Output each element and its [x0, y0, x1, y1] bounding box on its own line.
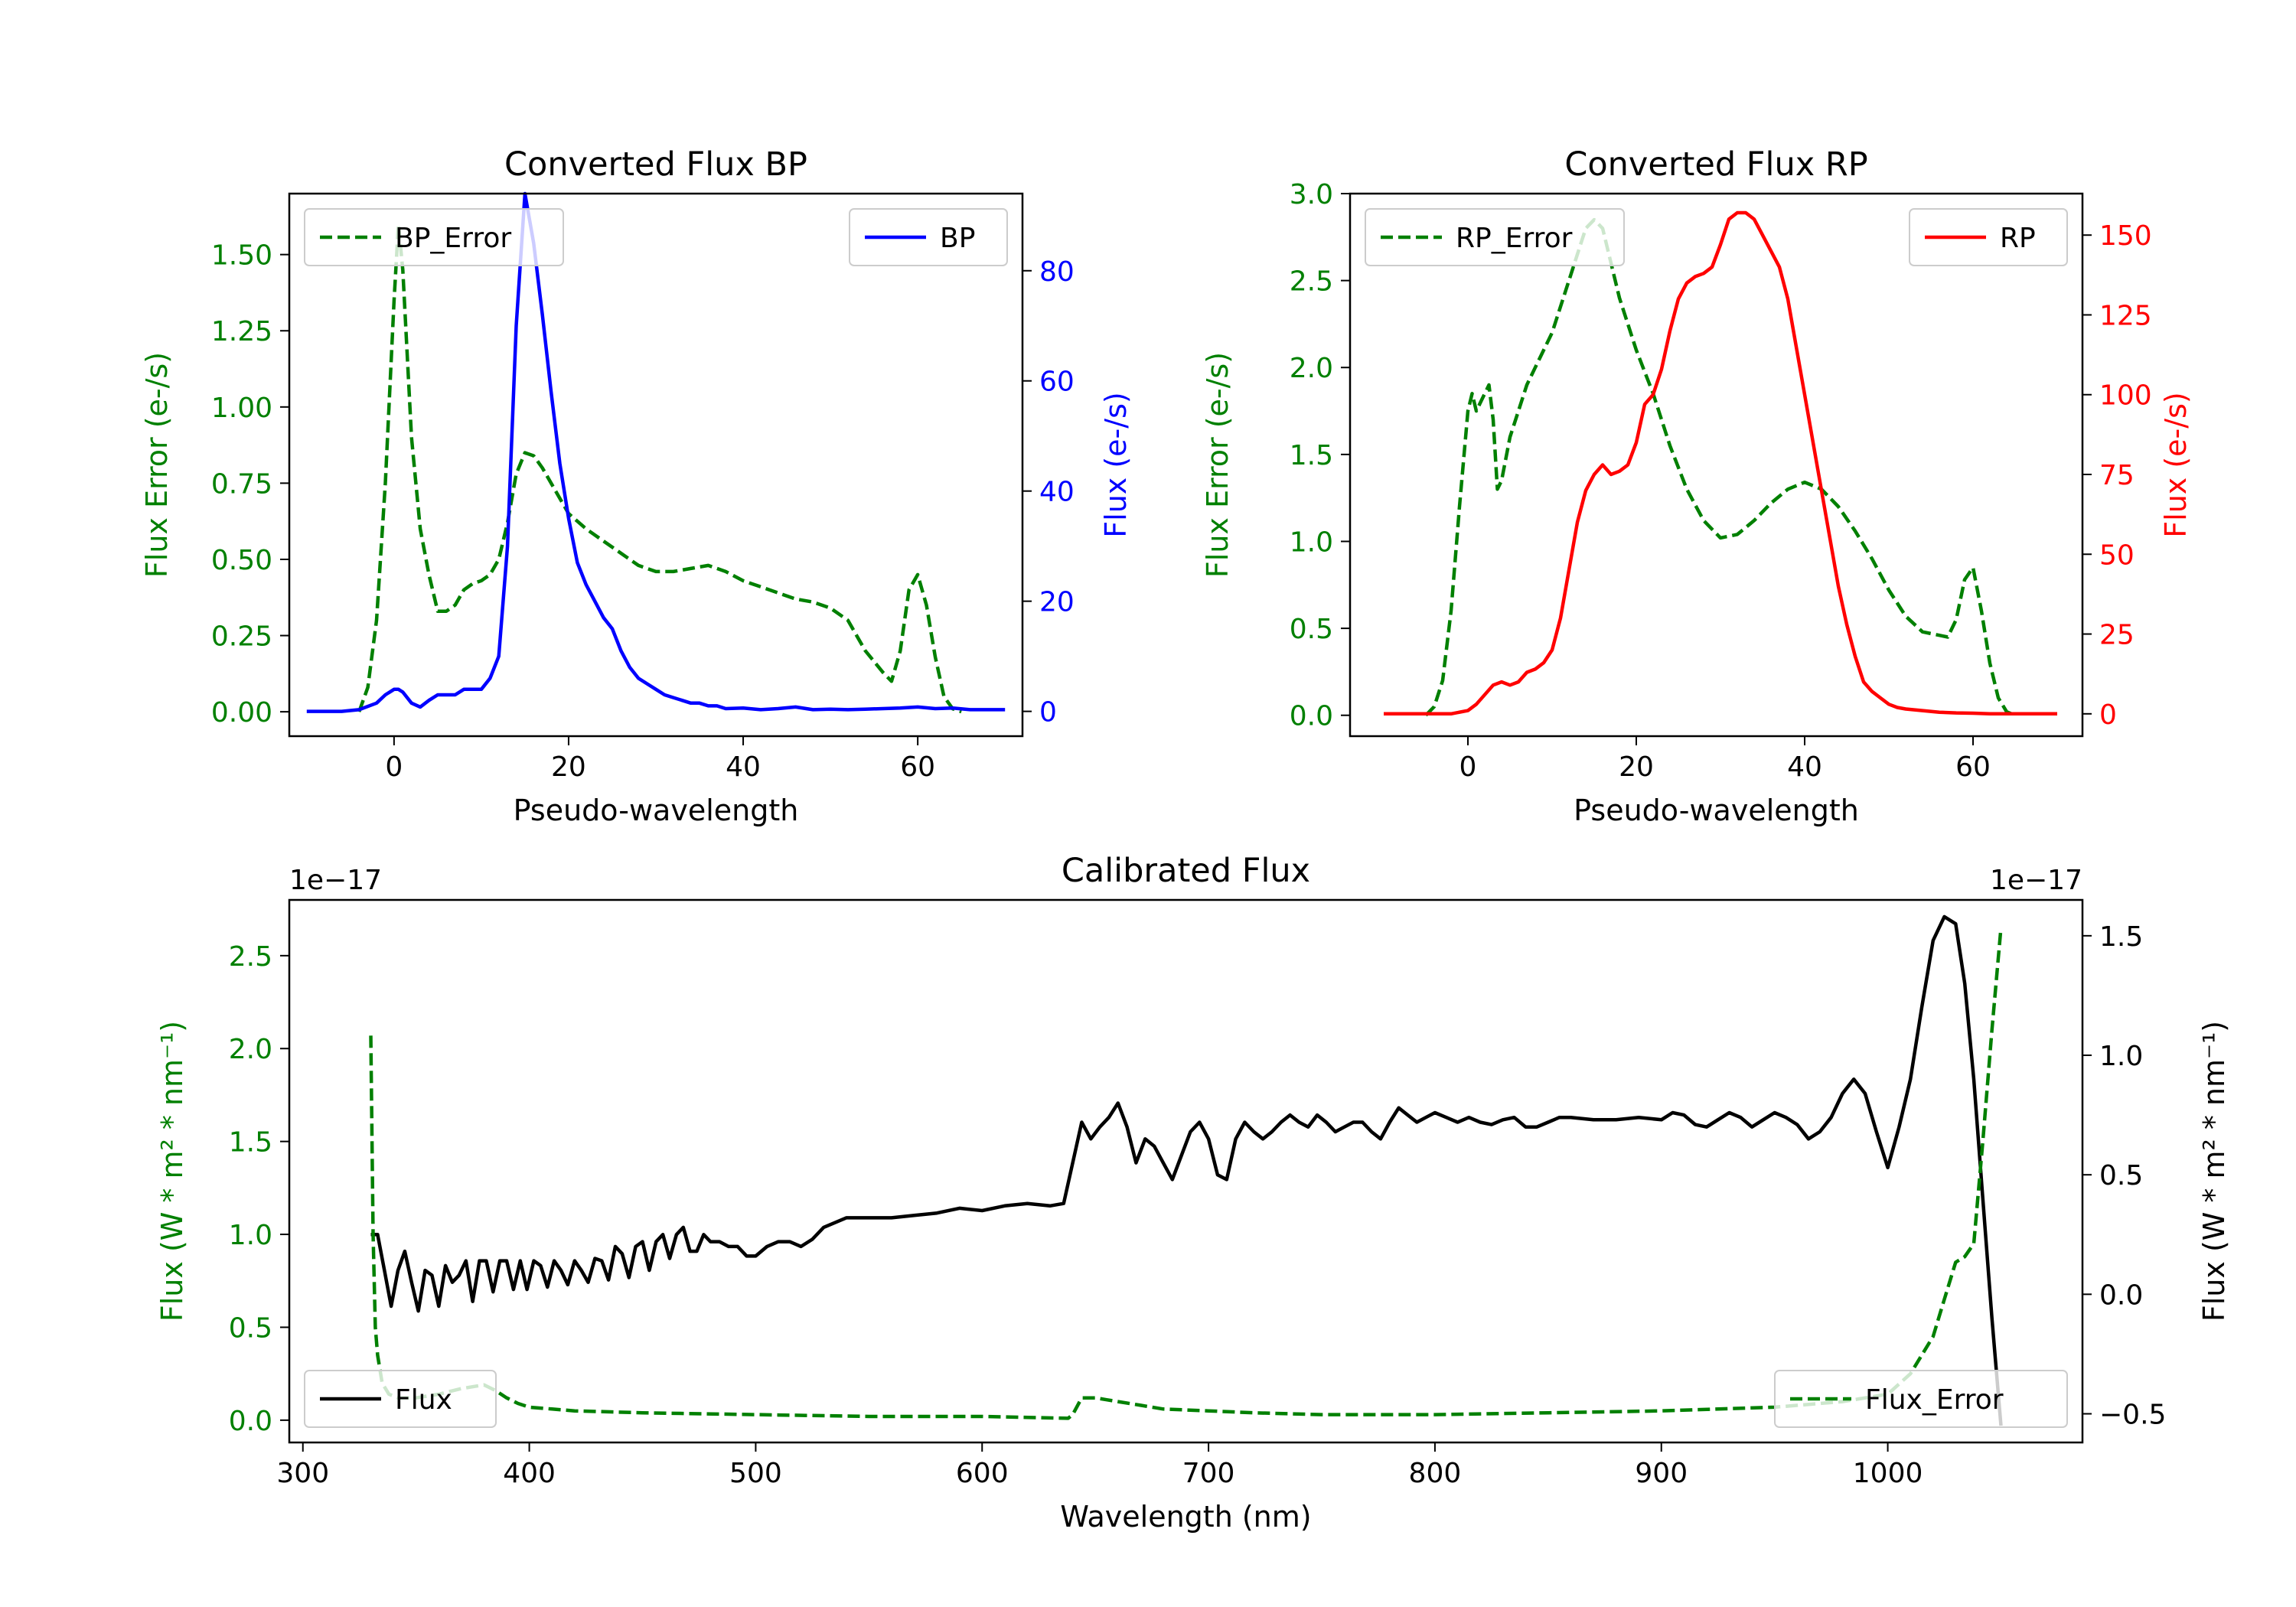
y-left-tick-label: 1.0 — [229, 1220, 272, 1251]
y-left-tick-label: 1.25 — [211, 316, 272, 347]
legend-label: Flux — [395, 1384, 452, 1416]
y-right-axis-label: Flux (e-/s) — [2159, 392, 2193, 537]
y-right-tick-label: 80 — [1039, 256, 1075, 288]
y-right-tick-label: 50 — [2099, 539, 2135, 571]
chart-title: Converted Flux BP — [504, 145, 807, 184]
y-left-tick-label: 2.0 — [229, 1034, 272, 1065]
x-tick-label: 20 — [1619, 751, 1654, 783]
y-right-tick-label: 0 — [2099, 699, 2117, 731]
legend-box — [1365, 208, 1625, 266]
legend-box — [1774, 1370, 2068, 1428]
x-tick-label: 400 — [503, 1458, 556, 1489]
y-left-tick-label: 2.5 — [1290, 266, 1333, 298]
bp-subplot: 0 20 40 60 0.00 0.25 0.50 0.75 1.00 1.25 1.50 0 20 40… — [140, 145, 1133, 827]
legend-label: RP_Error — [1456, 223, 1573, 254]
y-right-tick-label: 100 — [2099, 380, 2152, 412]
y-right-offset-label: 1e−17 — [1990, 865, 2082, 896]
y-right-tick-label: 25 — [2099, 620, 2135, 651]
y-right-tick-label: 0.0 — [2099, 1279, 2143, 1311]
y-left-axis-label: Flux Error (e-/s) — [140, 352, 174, 578]
legend-box — [304, 1370, 497, 1428]
y-right-tick-label: 60 — [1039, 367, 1075, 398]
y-left-axis-label: Flux Error (e-/s) — [1201, 352, 1234, 578]
y-right-axis-label: Flux (W * m² * nm⁻¹) — [2197, 1021, 2231, 1322]
x-tick-label: 40 — [726, 751, 761, 783]
y-right-tick-label: 75 — [2099, 460, 2135, 491]
y-right-tick-label: 40 — [1039, 477, 1075, 508]
series-line-rp — [1384, 210, 2057, 716]
y-left-tick-label: 0.00 — [211, 697, 272, 729]
y-left-tick-label: 0.25 — [211, 621, 272, 653]
y-right-tick-label: 150 — [2099, 220, 2152, 252]
y-left-tick-label: 0.50 — [211, 545, 272, 576]
y-left-tick-label: 0.0 — [1290, 701, 1333, 732]
y-left-tick-label: 1.0 — [1290, 526, 1333, 558]
y-left-tick-label: 0.5 — [229, 1312, 272, 1344]
y-right-tick-label: −0.5 — [2099, 1400, 2166, 1431]
y-left-tick-label: 1.00 — [211, 393, 272, 424]
x-tick-label: 500 — [729, 1458, 782, 1489]
y-left-tick-label: 1.50 — [211, 240, 272, 272]
x-tick-label: 600 — [956, 1458, 1009, 1489]
y-left-offset-label: 1e−17 — [289, 865, 382, 896]
x-axis-label: Wavelength (nm) — [1060, 1500, 1311, 1534]
y-left-axis-label: Flux (W * m² * nm⁻¹) — [155, 1021, 189, 1322]
y-left-tick-label: 2.0 — [1290, 353, 1333, 384]
x-tick-label: 800 — [1409, 1458, 1462, 1489]
legend-box — [1909, 208, 2068, 266]
series-line-flux — [370, 914, 2003, 1426]
x-tick-label: 60 — [900, 751, 935, 783]
chart-title: Converted Flux RP — [1564, 145, 1867, 184]
x-tick-label: 0 — [385, 751, 403, 783]
rp-subplot: 0 20 40 60 0.0 0.5 1.0 1.5 2.0 2.5 3.0 0 25 50 75 100 12… — [1201, 145, 2193, 827]
x-tick-label: 40 — [1787, 751, 1822, 783]
y-left-tick-label: 1.5 — [1290, 440, 1333, 471]
x-tick-label: 300 — [276, 1458, 329, 1489]
x-tick-label: 1000 — [1853, 1458, 1923, 1489]
x-tick-label: 20 — [551, 751, 586, 783]
plot-frame — [288, 192, 1024, 738]
x-tick-label: 700 — [1182, 1458, 1235, 1489]
legend-label: BP_Error — [395, 223, 511, 254]
series-line-rp-error — [1424, 217, 2016, 717]
y-right-tick-label: 0.5 — [2099, 1160, 2143, 1191]
y-left-tick-label: 2.5 — [229, 941, 272, 973]
plot-frame — [288, 898, 2084, 1444]
legend-box — [849, 208, 1008, 266]
y-right-tick-label: 1.5 — [2099, 921, 2143, 953]
y-right-axis-label: Flux (e-/s) — [1099, 392, 1133, 537]
x-axis-label: Pseudo-wavelength — [1574, 794, 1859, 827]
legend-label: RP — [2000, 223, 2036, 254]
y-right-tick-label: 125 — [2099, 300, 2152, 331]
x-tick-label: 60 — [1955, 751, 1991, 783]
y-left-tick-label: 0.0 — [229, 1406, 272, 1437]
chart-title: Calibrated Flux — [1062, 852, 1310, 890]
x-axis-label: Pseudo-wavelength — [514, 794, 799, 827]
y-left-tick-label: 3.0 — [1290, 179, 1333, 210]
y-right-tick-label: 1.0 — [2099, 1041, 2143, 1072]
plot-frame — [1349, 192, 2084, 738]
y-left-tick-label: 0.75 — [211, 468, 272, 500]
y-right-tick-label: 0 — [1039, 697, 1057, 729]
y-left-tick-label: 0.5 — [1290, 614, 1333, 645]
x-tick-label: 0 — [1459, 751, 1477, 783]
series-line-bp — [306, 191, 1006, 713]
x-tick-label: 900 — [1635, 1458, 1688, 1489]
y-right-tick-label: 20 — [1039, 587, 1075, 618]
calibrated-subplot: 300 400 500 600 700 800 900 1000 0.0 0.5 1.0 1.5 2.0… — [155, 852, 2231, 1534]
legend-box — [304, 208, 564, 266]
y-left-tick-label: 1.5 — [229, 1127, 272, 1159]
legend-label: Flux_Error — [1865, 1384, 2004, 1416]
legend-label: BP — [940, 223, 975, 254]
